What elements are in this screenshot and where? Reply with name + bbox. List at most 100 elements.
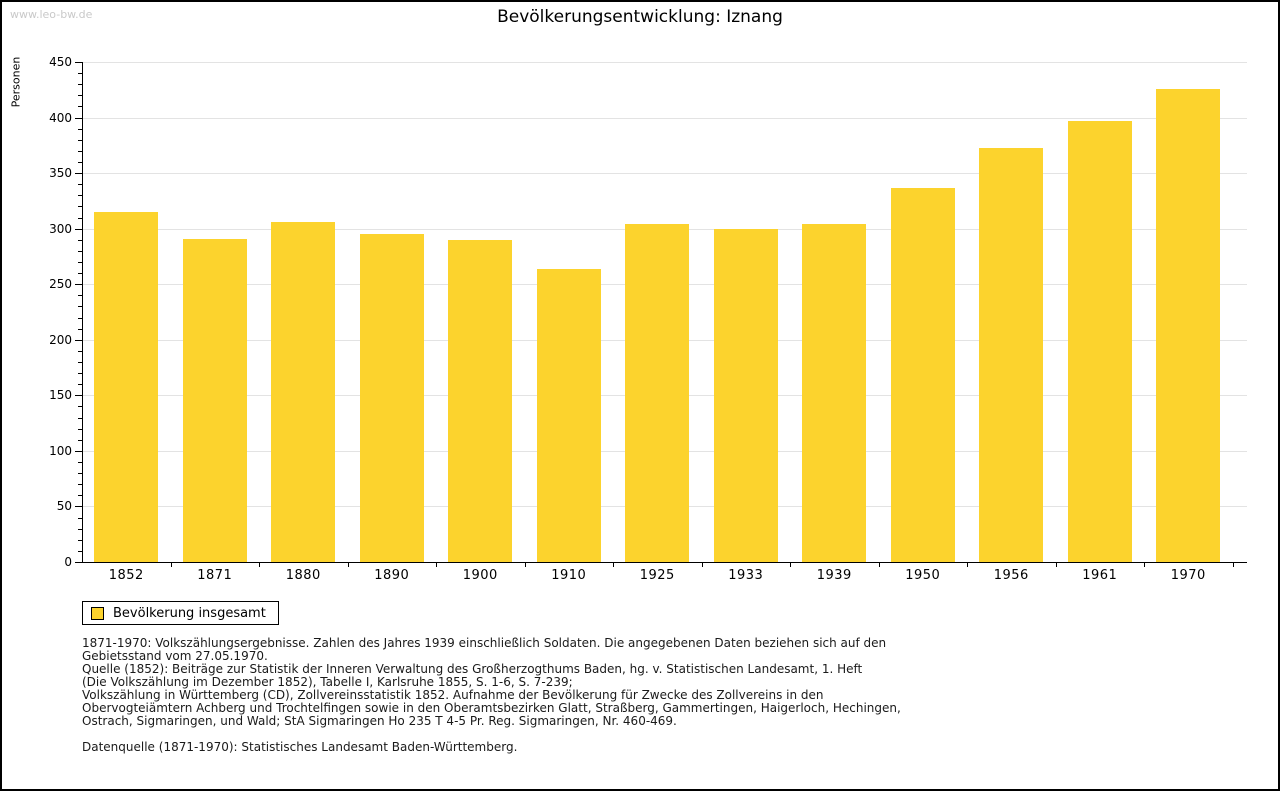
plot-area: [82, 62, 1247, 562]
y-tick-minor: [78, 484, 82, 486]
gridline: [82, 62, 1247, 63]
y-tick-minor: [78, 139, 82, 141]
y-tick-major: [75, 62, 82, 63]
y-tick-minor: [78, 162, 82, 163]
bar: [713, 228, 778, 562]
y-tick-minor: [78, 473, 82, 475]
y-tick-minor: [78, 295, 82, 297]
footer-source: Datenquelle (1871-1970): Statistisches L…: [82, 740, 518, 754]
y-tick-minor: [78, 428, 82, 430]
gridline: [82, 173, 1247, 175]
y-tick-minor: [78, 384, 82, 386]
bar: [802, 224, 867, 562]
bar: [625, 224, 690, 562]
y-tick-minor: [78, 350, 82, 352]
x-tick-label: 1950: [905, 568, 941, 583]
legend-label: Bevölkerung insgesamt: [113, 605, 266, 621]
bar: [94, 212, 159, 562]
bar: [271, 222, 336, 562]
y-axis-line: [82, 62, 83, 563]
x-tick: [259, 563, 260, 567]
y-tick-label: 150: [49, 388, 72, 403]
y-tick-minor: [78, 362, 82, 363]
chart-title: Bevölkerungsentwicklung: Iznang: [497, 7, 783, 27]
footer-notes: 1871-1970: Volkszählungsergebnisse. Zahl…: [82, 636, 901, 728]
x-tick: [613, 563, 614, 567]
bar: [182, 238, 247, 562]
y-tick-major: [75, 228, 82, 230]
watermark-url: www.leo-bw.de: [10, 8, 93, 21]
x-tick: [170, 563, 172, 567]
y-tick-major: [75, 117, 82, 119]
y-tick-minor: [78, 217, 82, 219]
x-tick: [1232, 563, 1234, 567]
bar: [448, 239, 513, 562]
x-tick: [1055, 563, 1057, 567]
y-tick-minor: [78, 539, 82, 541]
y-tick-minor: [78, 206, 82, 208]
y-tick-label: 0: [64, 555, 72, 569]
y-tick-major: [75, 395, 82, 397]
y-tick-major: [75, 339, 82, 341]
bar: [979, 147, 1044, 562]
y-tick-minor: [78, 517, 82, 519]
x-tick-label: 1925: [639, 568, 675, 583]
x-tick-label: 1890: [374, 568, 410, 583]
y-tick-label: 300: [49, 221, 72, 236]
y-tick-minor: [78, 317, 82, 319]
bar: [359, 234, 424, 562]
gridline: [82, 117, 1247, 119]
y-tick-minor: [78, 84, 82, 86]
y-tick-label: 200: [49, 332, 72, 347]
legend-color-swatch: [91, 606, 104, 620]
y-tick-minor: [78, 373, 82, 375]
x-tick-label: 1880: [285, 568, 321, 583]
y-tick-minor: [78, 528, 82, 530]
bar: [1156, 88, 1221, 562]
y-tick-minor: [78, 239, 82, 241]
y-tick-label: 350: [49, 166, 72, 181]
y-tick-minor: [78, 328, 82, 330]
y-tick-minor: [78, 106, 82, 108]
y-tick-minor: [78, 417, 82, 419]
y-tick-major: [75, 506, 82, 508]
x-tick-label: 1871: [197, 568, 233, 583]
y-tick-minor: [78, 73, 82, 75]
y-tick-minor: [78, 150, 82, 152]
x-tick: [967, 563, 968, 567]
y-tick-minor: [78, 250, 82, 252]
bar: [890, 187, 955, 562]
y-tick-minor: [78, 184, 82, 186]
y-tick-label: 100: [49, 443, 72, 458]
y-tick-label: 250: [49, 277, 72, 292]
y-tick-major: [75, 173, 82, 175]
x-tick: [878, 563, 880, 567]
x-tick-label: 1933: [728, 568, 764, 583]
x-tick: [1144, 563, 1145, 567]
x-tick: [436, 563, 437, 567]
y-tick-major: [75, 450, 82, 452]
y-tick-minor: [78, 128, 82, 130]
y-tick-minor: [78, 462, 82, 463]
x-tick-label: 1939: [816, 568, 852, 583]
x-tick-label: 1852: [108, 568, 144, 583]
y-tick-minor: [78, 406, 82, 408]
y-tick-minor: [78, 273, 82, 275]
x-tick: [347, 563, 349, 567]
y-tick-minor: [78, 550, 82, 552]
x-tick-label: 1956: [993, 568, 1029, 583]
legend-box: Bevölkerung insgesamt: [82, 601, 279, 625]
x-tick-label: 1910: [551, 568, 587, 583]
x-tick: [701, 563, 703, 567]
y-tick-label: 400: [49, 110, 72, 125]
y-axis-label: Personen: [9, 56, 23, 108]
y-tick-minor: [78, 95, 82, 97]
x-tick-label: 1961: [1082, 568, 1118, 583]
y-tick-minor: [78, 495, 82, 497]
x-tick: [790, 563, 791, 567]
x-tick: [524, 563, 526, 567]
y-tick-major: [75, 562, 82, 563]
x-tick-label: 1970: [1170, 568, 1206, 583]
x-axis-line: [82, 562, 1247, 563]
